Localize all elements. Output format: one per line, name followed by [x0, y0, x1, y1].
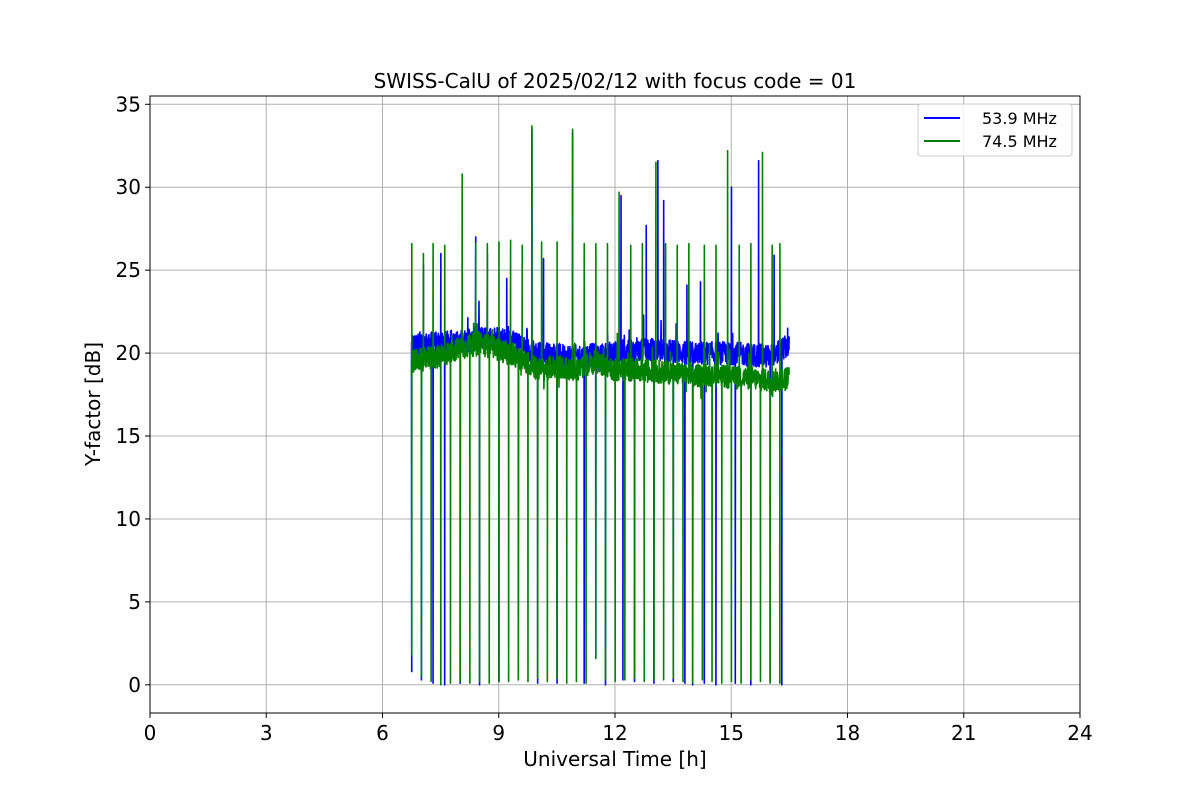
x-tick-label: 15 — [719, 721, 744, 745]
y-tick-label: 15 — [116, 424, 141, 448]
legend-label-74-5: 74.5 MHz — [982, 132, 1057, 151]
x-tick-label: 0 — [144, 721, 157, 745]
y-tick-label: 5 — [128, 590, 141, 614]
axis-ticks: 0 3 6 9 12 15 18 21 24 0 5 10 15 20 25 30 35 — [116, 92, 1093, 745]
x-tick-label: 18 — [835, 721, 860, 745]
x-axis-label: Universal Time [h] — [523, 747, 706, 771]
x-tick-label: 12 — [602, 721, 627, 745]
y-tick-label: 10 — [116, 507, 141, 531]
legend: 53.9 MHz 74.5 MHz — [917, 103, 1073, 157]
y-tick-label: 25 — [116, 258, 141, 282]
legend-label-53-9: 53.9 MHz — [982, 109, 1057, 128]
x-tick-label: 9 — [492, 721, 505, 745]
chart-title: SWISS-CalU of 2025/02/12 with focus code… — [374, 69, 857, 93]
y-tick-label: 20 — [116, 341, 141, 365]
y-axis-label: Y-factor [dB] — [81, 342, 105, 467]
x-tick-label: 24 — [1067, 721, 1092, 745]
y-tick-label: 0 — [128, 673, 141, 697]
x-tick-label: 3 — [260, 721, 273, 745]
series-line-74-5-MHz — [410, 125, 790, 686]
series-group — [410, 125, 790, 686]
y-tick-label: 30 — [116, 175, 141, 199]
x-tick-label: 6 — [376, 721, 389, 745]
y-tick-label: 35 — [116, 92, 141, 116]
x-tick-label: 21 — [951, 721, 976, 745]
